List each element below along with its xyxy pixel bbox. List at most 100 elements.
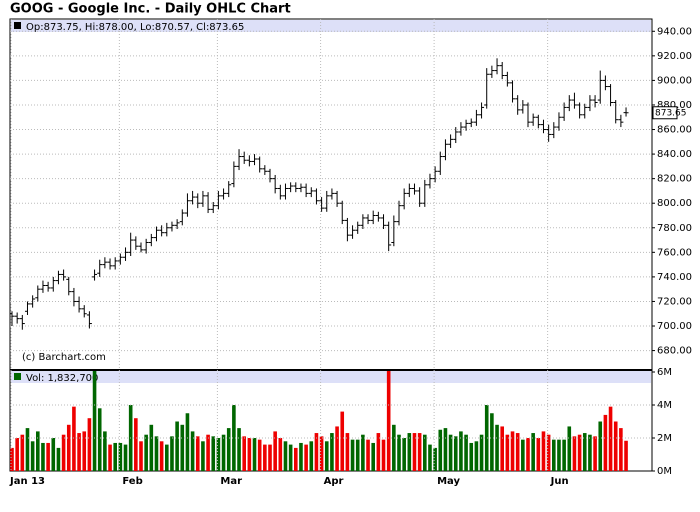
volume-bar bbox=[624, 440, 628, 471]
x-tick-label: Jun bbox=[550, 476, 569, 487]
volume-bar bbox=[552, 439, 556, 471]
volume-bar bbox=[376, 433, 381, 471]
volume-bar bbox=[459, 431, 463, 471]
volume-bar bbox=[330, 433, 334, 471]
volume-bar bbox=[278, 438, 283, 471]
volume-bar bbox=[257, 439, 262, 471]
volume-bar bbox=[603, 414, 608, 471]
volume-bar bbox=[371, 442, 375, 471]
volume-bar bbox=[417, 433, 422, 471]
volume-bar bbox=[340, 411, 345, 471]
chart-title: GOOG - Google Inc. - Daily OHLC Chart bbox=[10, 2, 291, 17]
volume-bar bbox=[355, 439, 360, 471]
volume-bar bbox=[505, 434, 510, 471]
volume-bar bbox=[438, 429, 443, 471]
volume-bar bbox=[170, 436, 174, 471]
volume-bar bbox=[423, 434, 427, 471]
volume-bar bbox=[211, 436, 216, 471]
volume-bar bbox=[175, 421, 179, 471]
volume-bar bbox=[66, 424, 71, 471]
volume-bar bbox=[397, 434, 401, 471]
volume-label: Vol: 1,832,700 bbox=[26, 373, 98, 384]
volume-bar bbox=[577, 434, 582, 471]
volume-bar bbox=[536, 438, 541, 471]
volume-bar bbox=[61, 434, 66, 471]
volume-bar bbox=[15, 438, 19, 471]
volume-bar bbox=[273, 431, 277, 471]
volume-bar bbox=[252, 438, 257, 471]
y-tick-label: 720.00 bbox=[657, 296, 692, 307]
volume-bar bbox=[180, 424, 185, 471]
volume-bar bbox=[531, 433, 535, 471]
volume-bar bbox=[216, 438, 221, 471]
volume-bar bbox=[113, 442, 117, 471]
volume-bar bbox=[433, 447, 437, 471]
volume-bar bbox=[154, 436, 159, 471]
y-tick-label: 860.00 bbox=[657, 125, 692, 136]
volume-bar bbox=[598, 421, 603, 471]
y-tick-label: 800.00 bbox=[657, 198, 692, 209]
volume-bar bbox=[567, 426, 572, 471]
volume-bar bbox=[72, 406, 76, 471]
volume-bar bbox=[97, 408, 102, 471]
volume-bar bbox=[613, 421, 618, 471]
x-tick-label: May bbox=[437, 476, 460, 487]
volume-bar bbox=[25, 428, 30, 471]
volume-bar bbox=[185, 413, 190, 471]
y-tick-label: 820.00 bbox=[657, 174, 692, 185]
volume-bar bbox=[247, 438, 252, 471]
volume-bar bbox=[608, 406, 613, 471]
volume-bar bbox=[366, 439, 370, 471]
volume-bar bbox=[309, 441, 314, 471]
volume-bar bbox=[288, 444, 293, 471]
volume-bar bbox=[36, 431, 40, 471]
volume-bar bbox=[361, 434, 365, 471]
volume-bar bbox=[402, 438, 406, 471]
header-band bbox=[11, 20, 651, 32]
volume-bar bbox=[118, 442, 123, 471]
y-tick-label: 680.00 bbox=[657, 346, 692, 357]
y-tick-label: 940.00 bbox=[657, 26, 692, 37]
last-price-label: 873.65 bbox=[655, 108, 687, 118]
volume-bar bbox=[149, 424, 154, 471]
volume-bar bbox=[619, 428, 623, 471]
y-tick-label: 840.00 bbox=[657, 149, 692, 160]
volume-bar bbox=[92, 371, 97, 471]
volume-bar bbox=[20, 434, 25, 471]
y-tick-label: 740.00 bbox=[657, 272, 692, 283]
volume-bar bbox=[108, 444, 112, 471]
y-tick-label: 760.00 bbox=[657, 247, 692, 258]
volume-bar bbox=[242, 436, 246, 471]
volume-bar bbox=[464, 434, 468, 471]
ohlc-label: Op:873.75, Hi:878.00, Lo:870.57, Cl:873.… bbox=[26, 22, 244, 33]
y-tick-label: 900.00 bbox=[657, 75, 692, 86]
y-tick-label: 0M bbox=[657, 466, 672, 477]
volume-bar bbox=[345, 433, 350, 471]
last-price-box bbox=[652, 106, 678, 120]
volume-bar bbox=[268, 444, 272, 471]
volume-bar bbox=[165, 444, 169, 471]
y-tick-label: 700.00 bbox=[657, 321, 692, 332]
x-tick-label: Mar bbox=[220, 476, 242, 487]
volume-bar bbox=[448, 434, 453, 471]
volume-bar bbox=[195, 436, 200, 471]
volume-bar bbox=[201, 441, 205, 471]
volume-bar bbox=[314, 433, 319, 471]
volume-bar bbox=[495, 424, 499, 471]
x-tick-label: Apr bbox=[324, 476, 344, 487]
volume-bar bbox=[407, 433, 412, 471]
legend-icon bbox=[14, 22, 21, 29]
y-tick-label: 6M bbox=[657, 367, 672, 378]
volume-bar bbox=[521, 439, 525, 471]
volume-bar bbox=[572, 436, 577, 471]
volume-bar bbox=[41, 442, 45, 471]
y-tick-label: 920.00 bbox=[657, 51, 692, 62]
y-tick-label: 880.00 bbox=[657, 100, 692, 111]
volume-bar bbox=[232, 405, 236, 471]
volume-bar bbox=[103, 431, 107, 471]
volume-bar bbox=[294, 447, 298, 471]
volume-bar bbox=[474, 441, 479, 471]
volume-bar bbox=[304, 444, 308, 471]
volume-bar bbox=[392, 424, 396, 471]
volume-bar bbox=[226, 428, 231, 471]
